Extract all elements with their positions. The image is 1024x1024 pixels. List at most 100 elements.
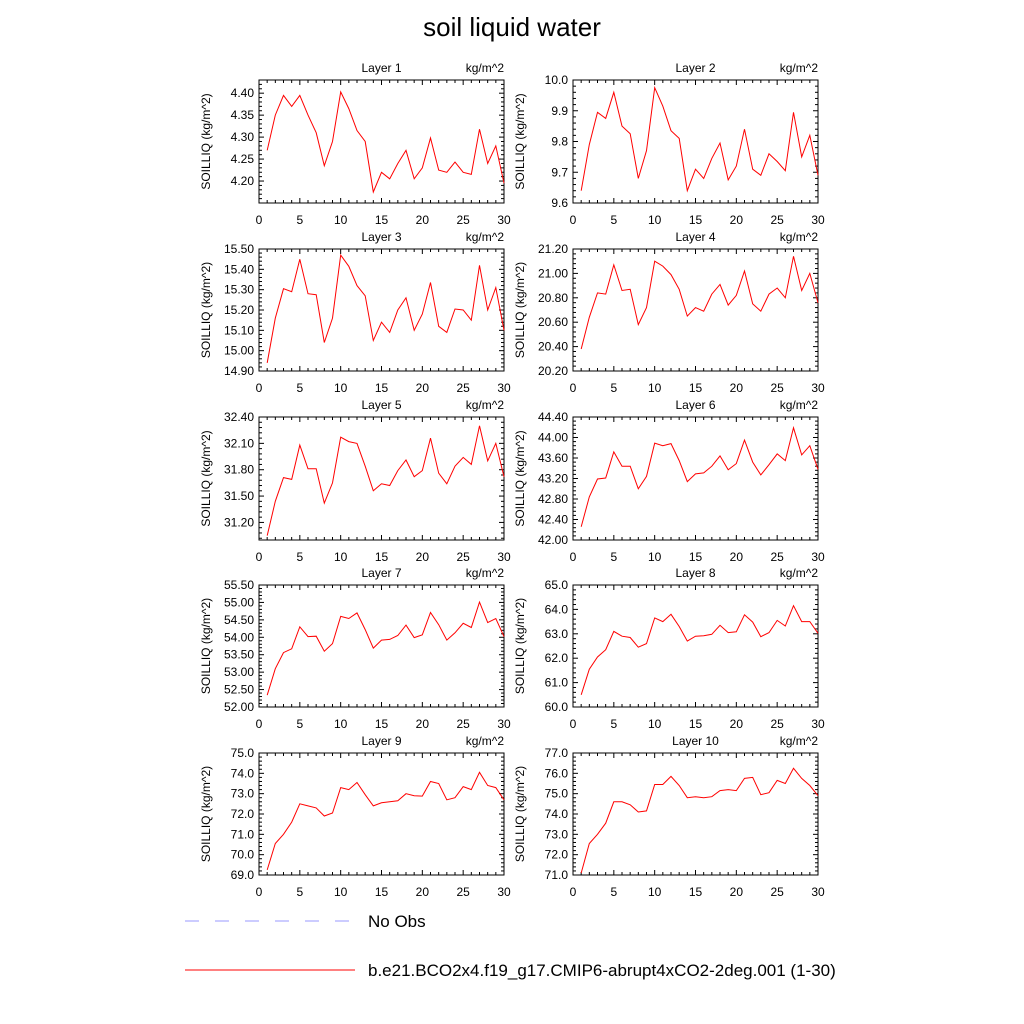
y-tick-label: 75.0 [231,746,255,760]
data-point [622,801,623,802]
data-point [422,634,423,635]
x-tick-label: 30 [811,550,825,564]
y-tick-label: 20.60 [538,315,568,329]
data-point [381,322,382,323]
x-tick-label: 10 [334,550,348,564]
y-tick-label: 31.80 [224,463,254,477]
data-point [365,141,366,142]
data-point [630,804,631,805]
data-point [752,622,753,623]
data-point [630,289,631,290]
data-point [760,311,761,312]
data-point [695,169,696,170]
y-tick-label: 54.00 [224,630,254,644]
data-point [463,457,464,458]
plot-frame [258,248,505,372]
data-point [455,308,456,309]
data-point [291,106,292,107]
data-point [654,87,655,88]
x-tick-label: 5 [610,381,617,395]
data-point [662,266,663,267]
data-point [752,777,753,778]
plot-frame [258,79,505,204]
x-tick-label: 20 [730,550,744,564]
panel-units: kg/m^2 [466,398,505,412]
x-tick-label: 0 [570,885,577,899]
data-point [479,129,480,130]
data-point [679,289,680,290]
data-point [769,632,770,633]
series-line [580,604,819,695]
y-tick-label: 52.00 [224,700,254,714]
panel-title: Layer 2 [675,61,715,75]
data-point [687,481,688,482]
y-tick-label: 21.20 [538,242,568,256]
y-tick-label: 73.0 [231,787,255,801]
x-tick-label: 25 [770,550,784,564]
series-line [580,425,819,527]
series-line [580,767,819,874]
data-point [728,632,729,633]
y-axis-label: SOILLIQ (kg/m^2) [513,598,527,694]
x-tick-label: 10 [648,885,662,899]
data-point [630,466,631,467]
data-point [589,496,590,497]
data-point [406,460,407,461]
data-point [495,443,496,444]
data-point [597,834,598,835]
y-tick-label: 9.6 [551,196,568,210]
data-point [671,614,672,615]
data-point [695,473,696,474]
data-point [589,843,590,844]
data-point [283,477,284,478]
x-tick-label: 15 [375,213,389,227]
data-point [340,437,341,438]
y-tick-label: 4.20 [231,174,255,188]
data-point [671,776,672,777]
data-point [720,455,721,456]
data-point [662,445,663,446]
data-point [406,297,407,298]
x-tick-label: 10 [648,550,662,564]
y-tick-label: 20.20 [538,364,568,378]
panel-units: kg/m^2 [466,230,505,244]
data-point [695,307,696,308]
data-point [744,440,745,441]
data-point [332,812,333,813]
data-point [397,163,398,164]
panel-title: Layer 1 [361,61,401,75]
x-tick-label: 0 [256,381,263,395]
data-point [720,625,721,626]
data-point [373,805,374,806]
data-point [605,477,606,478]
data-point [365,295,366,296]
y-tick-label: 21.00 [538,266,568,280]
data-point [654,784,655,785]
data-point [332,318,333,319]
y-tick-label: 9.9 [551,104,568,118]
data-point [703,635,704,636]
data-point [430,438,431,439]
x-tick-label: 15 [689,213,703,227]
data-point [348,789,349,790]
data-point [613,92,614,93]
data-point [711,294,712,295]
y-tick-label: 70.0 [231,848,255,862]
x-tick-label: 20 [730,381,744,395]
data-point [283,288,284,289]
data-point [430,137,431,138]
data-point [703,311,704,312]
data-point [283,834,284,835]
data-point [728,789,729,790]
data-point [638,811,639,812]
data-point [597,656,598,657]
data-point [597,292,598,293]
y-tick-label: 62.0 [545,651,569,665]
data-point [744,270,745,271]
data-point [324,342,325,343]
x-tick-label: 15 [689,381,703,395]
x-tick-label: 20 [416,213,430,227]
x-tick-label: 15 [375,550,389,564]
x-tick-label: 25 [456,550,470,564]
data-point [487,785,488,786]
